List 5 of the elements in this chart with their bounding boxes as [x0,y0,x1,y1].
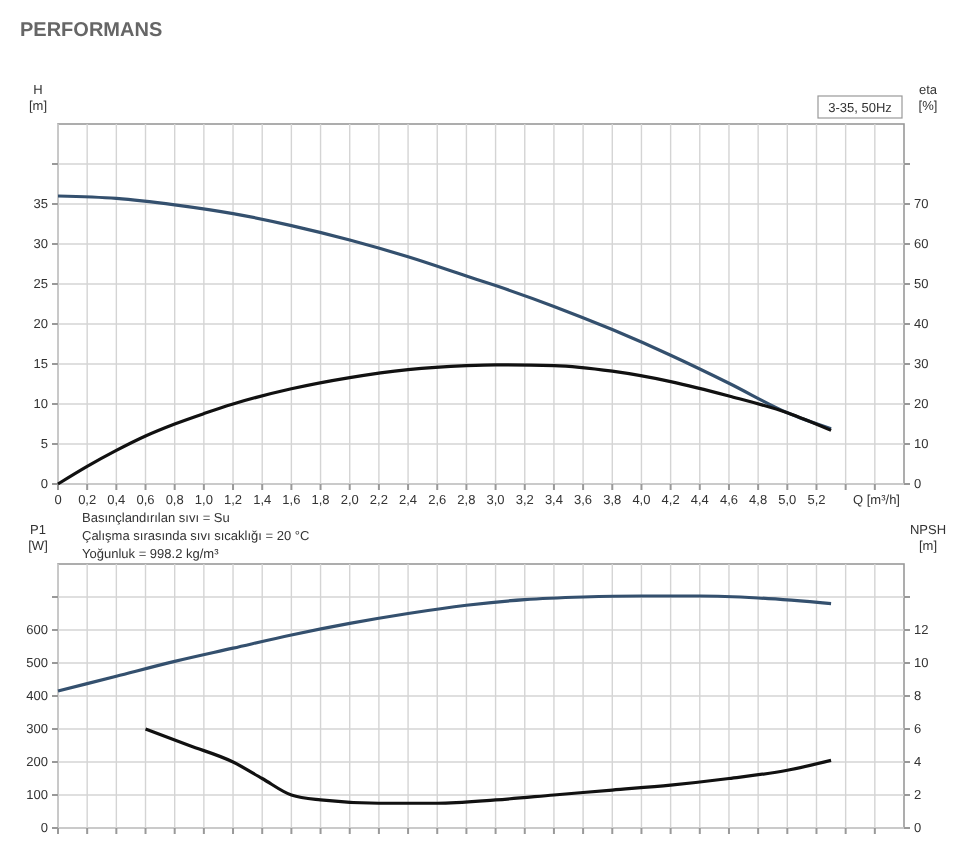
line-series [56,594,833,693]
chart-title: PERFORMANS [20,20,163,42]
line-series [56,363,833,486]
line-series [56,194,833,431]
line-series [143,727,833,805]
